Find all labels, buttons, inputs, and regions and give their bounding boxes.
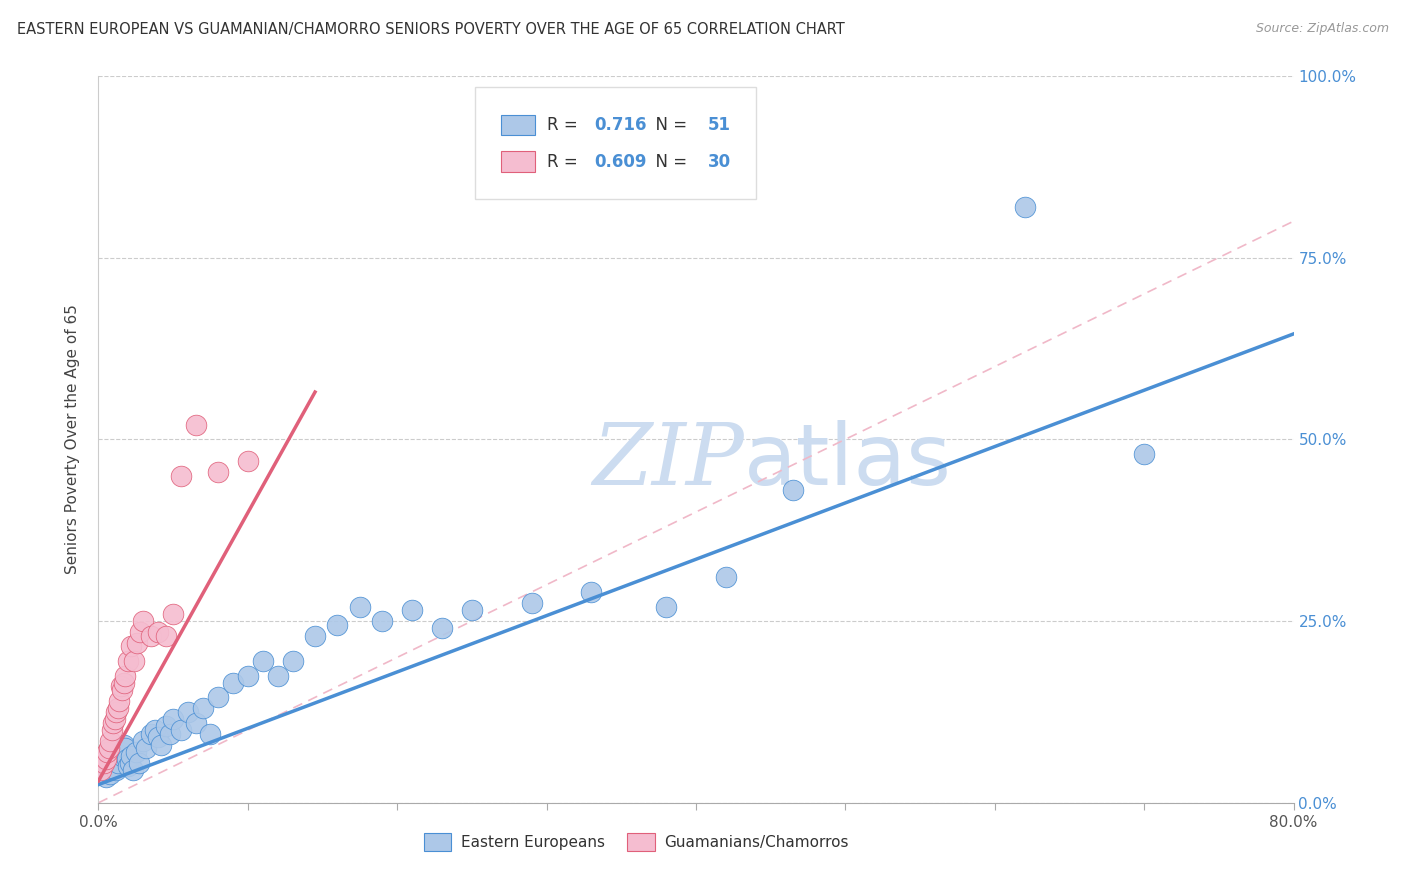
Point [104, 712, 127, 726]
Point [125, 745, 148, 759]
Point [714, 570, 737, 584]
Point [115, 752, 138, 766]
Text: R =: R = [547, 153, 582, 170]
Legend: Eastern Europeans, Guamanians/Chamorros: Eastern Europeans, Guamanians/Chamorros [418, 827, 855, 857]
FancyBboxPatch shape [501, 152, 534, 172]
Point [127, 636, 149, 650]
Point [94, 752, 117, 766]
Point [304, 629, 326, 643]
Point [581, 585, 603, 599]
Point [155, 719, 177, 733]
Point [108, 694, 131, 708]
Point [114, 668, 136, 682]
Point [90, 763, 112, 777]
Point [105, 705, 128, 719]
Point [267, 668, 290, 682]
FancyBboxPatch shape [501, 115, 534, 136]
Point [326, 617, 349, 632]
Point [349, 599, 371, 614]
Point [371, 614, 394, 628]
Point [132, 734, 155, 748]
Point [110, 745, 132, 759]
Point [97, 759, 120, 773]
Point [105, 763, 128, 777]
Point [118, 756, 141, 770]
Point [520, 596, 543, 610]
Point [143, 723, 166, 737]
Text: 0.716: 0.716 [595, 116, 647, 135]
FancyBboxPatch shape [475, 87, 756, 200]
Point [128, 756, 150, 770]
Text: ZIP: ZIP [592, 420, 744, 502]
Point [110, 680, 132, 694]
Point [655, 599, 678, 614]
Point [139, 727, 162, 741]
Point [252, 654, 274, 668]
Text: 0.609: 0.609 [595, 153, 647, 170]
Point [139, 629, 162, 643]
Point [98, 766, 122, 780]
Point [150, 738, 173, 752]
Point [148, 624, 170, 639]
Point [112, 676, 135, 690]
Point [107, 701, 129, 715]
Point [111, 683, 134, 698]
Point [461, 603, 484, 617]
Point [97, 741, 120, 756]
Point [207, 465, 229, 479]
Point [103, 752, 125, 766]
Point [281, 654, 304, 668]
Point [124, 654, 146, 668]
Point [101, 723, 124, 737]
Point [135, 741, 157, 756]
Point [155, 629, 177, 643]
Text: atlas: atlas [744, 419, 952, 502]
Text: Source: ZipAtlas.com: Source: ZipAtlas.com [1256, 22, 1389, 36]
Point [222, 676, 245, 690]
Point [169, 723, 191, 737]
Point [184, 715, 207, 730]
Point [93, 756, 115, 770]
Point [1014, 200, 1036, 214]
Point [94, 770, 117, 784]
Text: EASTERN EUROPEAN VS GUAMANIAN/CHAMORRO SENIORS POVERTY OVER THE AGE OF 65 CORREL: EASTERN EUROPEAN VS GUAMANIAN/CHAMORRO S… [17, 22, 845, 37]
Point [103, 715, 125, 730]
Point [169, 468, 191, 483]
Point [120, 748, 142, 763]
Point [162, 712, 184, 726]
Point [1133, 447, 1156, 461]
Point [236, 668, 259, 682]
Point [96, 745, 118, 759]
Point [148, 731, 170, 745]
Point [177, 705, 200, 719]
Point [401, 603, 423, 617]
Text: R =: R = [547, 116, 582, 135]
Y-axis label: Seniors Poverty Over the Age of 65: Seniors Poverty Over the Age of 65 [65, 304, 80, 574]
Text: N =: N = [644, 116, 692, 135]
Point [112, 738, 135, 752]
Point [98, 734, 122, 748]
Point [159, 727, 181, 741]
Point [207, 690, 229, 705]
Point [430, 621, 453, 635]
Point [120, 640, 142, 654]
Text: 51: 51 [709, 116, 731, 135]
Point [114, 741, 136, 756]
Point [782, 483, 804, 498]
Point [111, 748, 134, 763]
Point [117, 654, 139, 668]
Point [121, 763, 143, 777]
Point [132, 614, 155, 628]
Point [129, 624, 152, 639]
Point [236, 454, 259, 468]
Point [107, 756, 129, 770]
Text: N =: N = [644, 153, 692, 170]
Point [200, 727, 222, 741]
Point [191, 701, 214, 715]
Point [184, 417, 207, 432]
Text: 30: 30 [709, 153, 731, 170]
Point [117, 759, 139, 773]
Point [162, 607, 184, 621]
